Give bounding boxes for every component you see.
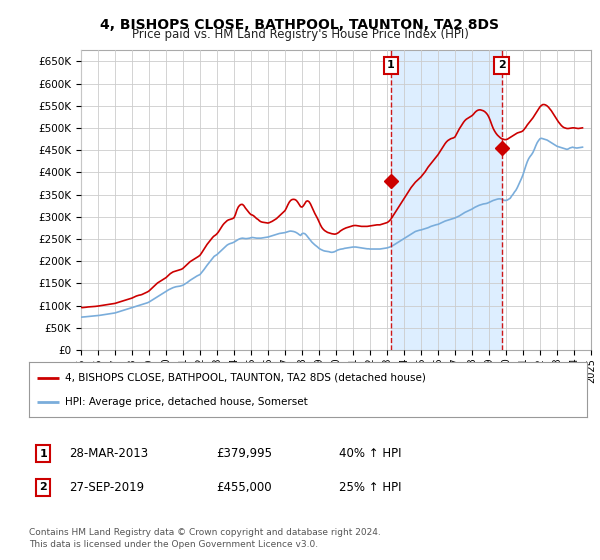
Text: 4, BISHOPS CLOSE, BATHPOOL, TAUNTON, TA2 8DS: 4, BISHOPS CLOSE, BATHPOOL, TAUNTON, TA2… bbox=[101, 18, 499, 32]
Text: 28-MAR-2013: 28-MAR-2013 bbox=[69, 447, 148, 460]
Text: 2: 2 bbox=[40, 482, 47, 492]
Text: This data is licensed under the Open Government Licence v3.0.: This data is licensed under the Open Gov… bbox=[29, 540, 318, 549]
Text: 40% ↑ HPI: 40% ↑ HPI bbox=[339, 447, 401, 460]
Text: 25% ↑ HPI: 25% ↑ HPI bbox=[339, 480, 401, 494]
Text: 4, BISHOPS CLOSE, BATHPOOL, TAUNTON, TA2 8DS (detached house): 4, BISHOPS CLOSE, BATHPOOL, TAUNTON, TA2… bbox=[65, 373, 426, 382]
Text: 27-SEP-2019: 27-SEP-2019 bbox=[69, 480, 144, 494]
Bar bbox=[391, 50, 502, 350]
Text: HPI: Average price, detached house, Somerset: HPI: Average price, detached house, Some… bbox=[65, 397, 308, 407]
Text: 1: 1 bbox=[40, 449, 47, 459]
Text: 1: 1 bbox=[387, 60, 395, 71]
Text: 2: 2 bbox=[498, 60, 505, 71]
Text: Price paid vs. HM Land Registry's House Price Index (HPI): Price paid vs. HM Land Registry's House … bbox=[131, 28, 469, 41]
Text: £379,995: £379,995 bbox=[216, 447, 272, 460]
Text: Contains HM Land Registry data © Crown copyright and database right 2024.: Contains HM Land Registry data © Crown c… bbox=[29, 528, 380, 536]
Text: £455,000: £455,000 bbox=[216, 480, 272, 494]
